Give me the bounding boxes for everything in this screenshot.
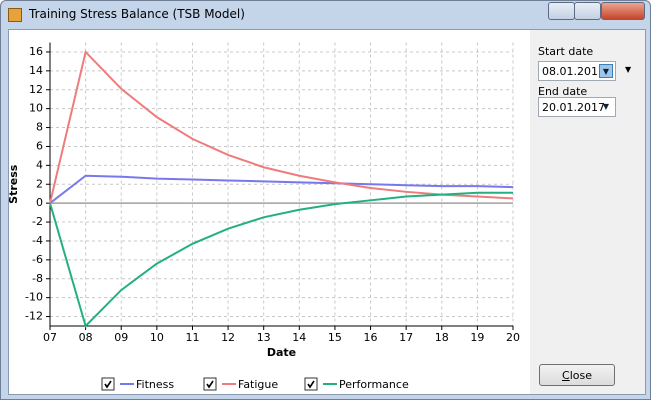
y-tick-label: -2 (32, 215, 43, 228)
y-tick-label: 6 (36, 139, 43, 152)
y-tick-label: 2 (36, 177, 43, 190)
y-tick-label: 8 (36, 121, 43, 134)
legend-label: Fitness (136, 378, 174, 391)
x-tick-label: 07 (43, 331, 57, 344)
y-tick-label: 16 (29, 45, 43, 58)
x-tick-label: 16 (364, 331, 378, 344)
checkmark (206, 380, 214, 389)
y-axis-title: Stress (9, 164, 20, 204)
end-date-label: End date (538, 85, 588, 98)
y-tick-label: -6 (32, 253, 43, 266)
start-date-value: 08.01.2017 (542, 65, 605, 78)
series-line (49, 191, 513, 328)
y-tick-label: -10 (25, 291, 43, 304)
legend-checkbox[interactable] (203, 377, 217, 391)
y-tick-label: -8 (32, 272, 43, 285)
x-tick-label: 17 (399, 331, 413, 344)
x-tick-label: 11 (185, 331, 199, 344)
close-button[interactable]: Close (539, 364, 615, 386)
legend-label: Fatigue (238, 378, 278, 391)
maximize-button[interactable] (574, 2, 601, 20)
title-bar: Training Stress Balance (TSB Model) (1, 1, 650, 29)
legend-item[interactable]: Fitness (101, 377, 174, 391)
legend-label: Performance (339, 378, 409, 391)
legend-item[interactable]: Fatigue (203, 377, 278, 391)
y-tick-label: -12 (25, 310, 43, 323)
y-tick-label: 0 (36, 196, 43, 209)
legend-item[interactable]: Performance (304, 377, 409, 391)
x-tick-label: 12 (221, 331, 235, 344)
x-axis-title: Date (267, 346, 296, 359)
chart: -12 -10 -8 -6 -4 -2 0 2 4 6 8 10 12 14 16 07 08 09 10 11 12 1… (9, 30, 530, 394)
window-title: Training Stress Balance (TSB Model) (29, 7, 245, 21)
y-tick-label: 4 (36, 158, 43, 171)
checkmark (104, 380, 112, 389)
y-tick-label: -4 (32, 234, 43, 247)
dropdown-button[interactable]: ▼ (599, 64, 613, 78)
legend-checkbox[interactable] (304, 377, 318, 391)
x-tick-label: 15 (328, 331, 342, 344)
minimize-button[interactable] (548, 2, 575, 20)
x-tick-label: 14 (292, 331, 306, 344)
end-date-picker[interactable]: 20.01.2017 ▼ (538, 97, 616, 117)
x-tick-label: 10 (150, 331, 164, 344)
x-tick-label: 09 (114, 331, 128, 344)
x-tick-label: 13 (257, 331, 271, 344)
client-area: -12 -10 -8 -6 -4 -2 0 2 4 6 8 10 12 14 16 07 08 09 10 11 12 1… (8, 29, 646, 395)
dropdown-button[interactable]: ▼ (602, 102, 610, 111)
dropdown-arrow[interactable]: ▼ (625, 65, 632, 74)
x-tick-label: 20 (506, 331, 520, 344)
y-tick-label: 12 (29, 83, 43, 96)
chart-background (9, 30, 530, 394)
close-window-button[interactable] (601, 2, 645, 20)
y-tick-label: 10 (29, 102, 43, 115)
app-icon (8, 8, 22, 22)
x-tick-label: 08 (79, 331, 93, 344)
checkmark (307, 380, 315, 389)
start-date-picker[interactable]: 08.01.2017 ▼ (538, 61, 616, 81)
x-tick-label: 19 (470, 331, 484, 344)
series-line (49, 174, 514, 204)
x-tick-label: 18 (435, 331, 449, 344)
y-tick-label: 14 (29, 64, 43, 77)
legend-checkbox[interactable] (101, 377, 115, 391)
start-date-label: Start date (538, 45, 594, 58)
end-date-value: 20.01.2017 (542, 101, 605, 114)
